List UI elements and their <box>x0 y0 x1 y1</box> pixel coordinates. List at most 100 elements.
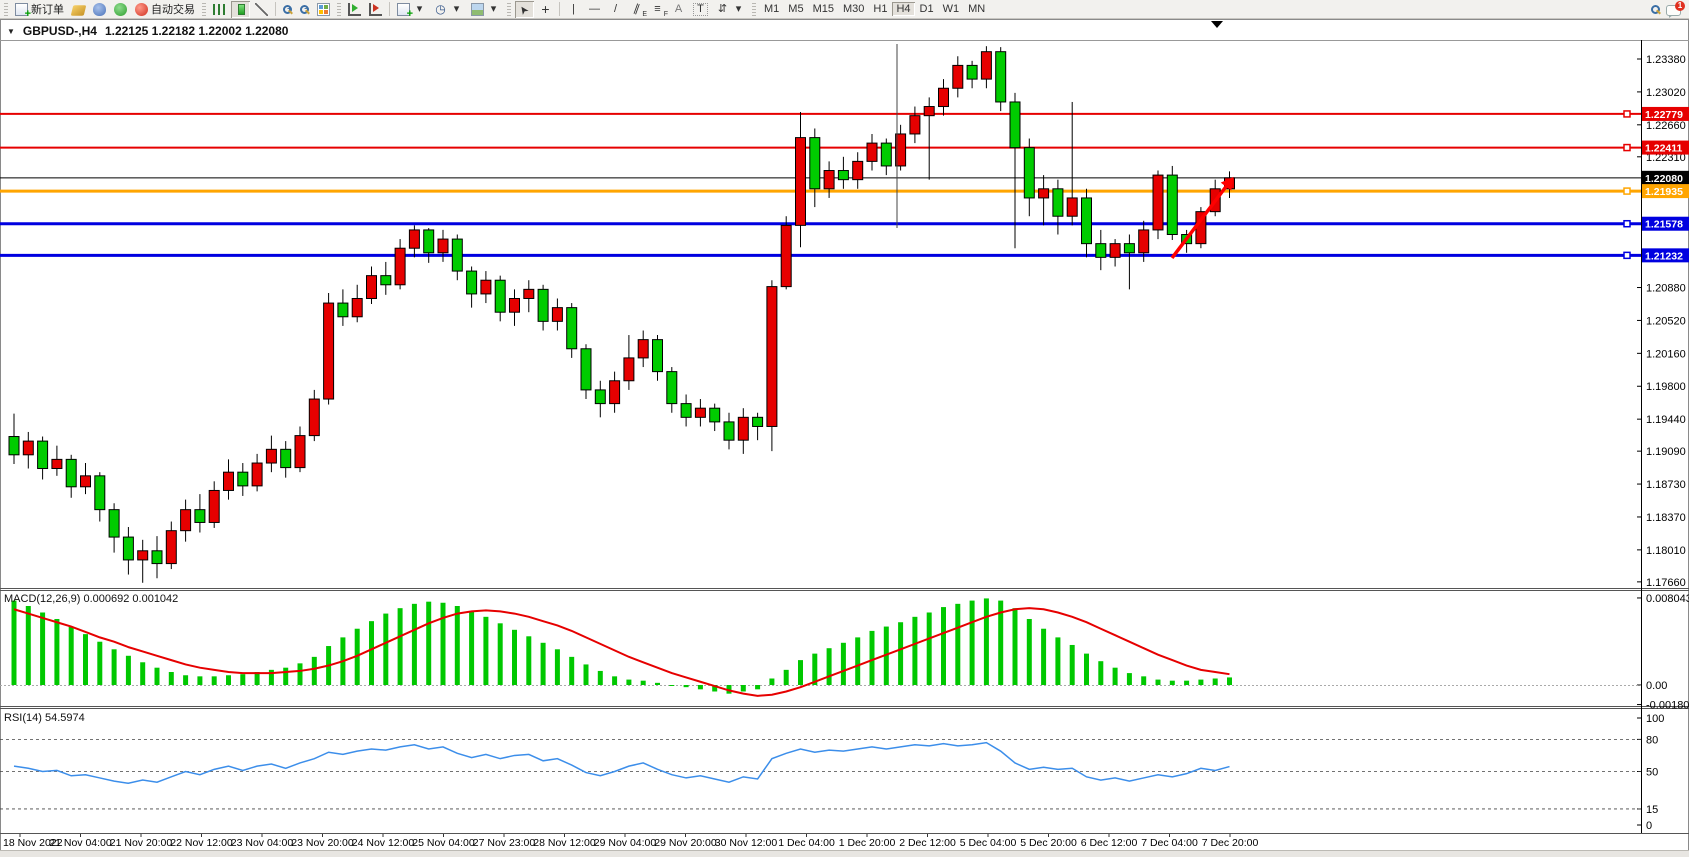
crosshair-button[interactable]: + <box>536 1 555 18</box>
new-order-label: 新订单 <box>31 4 64 16</box>
candle <box>995 51 1007 103</box>
toolbar-grip[interactable] <box>337 2 341 16</box>
arrow-annotation-head[interactable] <box>1220 176 1234 191</box>
text-label-button[interactable]: T <box>690 1 711 18</box>
toolbar-grip[interactable] <box>507 2 511 16</box>
timeframe-button-H1[interactable]: H1 <box>873 3 888 15</box>
macd-histogram-bar <box>311 656 317 685</box>
macd-histogram-bar <box>812 653 818 685</box>
price-tick-label: 1.22660 <box>1646 120 1686 132</box>
time-tick-label: 30 Nov 12:00 <box>715 837 778 849</box>
price-tick-label: 1.22310 <box>1646 152 1686 164</box>
dropdown-caret-icon: ▾ <box>735 2 742 15</box>
shift-marker-icon[interactable] <box>1211 21 1223 28</box>
candle <box>294 435 306 469</box>
zoom-out-button[interactable]: − <box>297 1 312 18</box>
macd-tick-label: -0.001807 <box>1646 700 1689 712</box>
price-tick-label: 1.19440 <box>1646 414 1686 426</box>
resistance-line-1-badge <box>1642 106 1689 121</box>
macd-histogram-bar <box>397 608 403 685</box>
candle <box>752 416 764 427</box>
vertical-line-icon: | <box>572 2 575 15</box>
arrows-button[interactable]: ⇵ ▾ <box>713 1 748 18</box>
candle <box>866 142 878 162</box>
candle <box>880 142 892 167</box>
arrow-annotation[interactable] <box>1170 182 1230 260</box>
dropdown-caret-icon: ▾ <box>490 2 497 15</box>
timeframe-button-D1[interactable]: D1 <box>919 3 934 15</box>
timeframe-button-W1[interactable]: W1 <box>942 3 960 15</box>
eraser-button[interactable] <box>69 1 88 18</box>
community-button[interactable] <box>90 1 109 18</box>
horizontal-line-button[interactable]: — <box>585 1 604 18</box>
text-button[interactable]: A <box>669 1 688 18</box>
macd-histogram-bar <box>769 678 775 685</box>
candlestick-chart-button[interactable] <box>231 0 250 18</box>
timeframe-button-MN[interactable]: MN <box>968 3 986 15</box>
macd-histogram-bar <box>826 648 832 685</box>
macd-histogram-bar <box>297 663 303 685</box>
resistance-line-2-marker[interactable] <box>1623 143 1631 152</box>
add-indicator-button[interactable]: + ▾ <box>394 1 429 20</box>
toolbar-grip[interactable] <box>752 2 756 16</box>
template-button[interactable]: ▾ <box>468 1 503 18</box>
macd-histogram-bar <box>283 667 289 685</box>
vertical-line-button[interactable]: | <box>564 1 583 18</box>
candle <box>594 389 606 405</box>
macd-histogram-bar <box>755 685 761 690</box>
auto-scroll-button[interactable] <box>366 1 385 18</box>
toolbar-grip[interactable] <box>202 2 206 16</box>
candle <box>494 279 506 313</box>
candle <box>680 403 692 418</box>
equidistant-channel-button[interactable]: ∥ E <box>627 1 647 18</box>
support-line-blue-2-marker[interactable] <box>1623 251 1631 260</box>
shift-chart-button[interactable] <box>345 1 364 18</box>
chart-menu-caret[interactable]: ▼ <box>7 26 15 36</box>
candle <box>823 170 835 190</box>
cursor-button[interactable]: ➤ <box>515 0 534 18</box>
macd-histogram-bar <box>726 685 732 694</box>
timeframe-button-M15[interactable]: M15 <box>812 3 834 15</box>
price-tick-label: 1.23380 <box>1646 54 1686 66</box>
auto-trading-label: 自动交易 <box>151 4 195 16</box>
candle <box>723 421 735 441</box>
timeframe-button-H4[interactable]: H4 <box>892 2 915 16</box>
chat-icon[interactable]: 1 <box>1666 1 1685 18</box>
resistance-line-2-badge-text: 1.22411 <box>1645 143 1683 155</box>
time-tick-label: 1 Dec 20:00 <box>839 837 896 849</box>
toolbar-grip[interactable] <box>4 2 8 16</box>
period-button[interactable]: ◷ ▾ <box>431 1 466 18</box>
time-tick-label: 7 Dec 04:00 <box>1141 837 1198 849</box>
candle <box>1138 229 1150 254</box>
resistance-line-1-marker[interactable] <box>1623 110 1631 118</box>
support-line-orange-marker[interactable] <box>1623 187 1631 195</box>
zoom-in-button[interactable]: + <box>280 1 295 18</box>
new-order-icon: + <box>15 2 31 20</box>
line-chart-button[interactable] <box>252 1 271 18</box>
signals-button[interactable] <box>111 1 130 18</box>
macd-histogram-bar <box>941 607 946 685</box>
candles-layer <box>8 46 1235 583</box>
macd-histogram-bar <box>969 600 975 685</box>
candle <box>1166 174 1178 236</box>
time-tick-label: 23 Nov 04:00 <box>231 837 294 849</box>
timeframe-button-M1[interactable]: M1 <box>764 3 780 15</box>
auto-trading-button[interactable]: 自动交易 <box>132 1 198 18</box>
timeframe-button-M30[interactable]: M30 <box>842 3 865 15</box>
macd-histogram-bar <box>855 637 861 685</box>
tile-windows-button[interactable] <box>314 1 333 18</box>
candle <box>137 550 149 561</box>
rsi-axis: 100 80 50 15 0 <box>0 713 1664 832</box>
auto-trading-icon <box>135 2 148 16</box>
timeframe-button-M5[interactable]: M5 <box>788 3 804 15</box>
fibonacci-button[interactable]: ≡ F <box>648 1 668 18</box>
support-line-blue-1-marker[interactable] <box>1623 219 1631 228</box>
dropdown-caret-icon: ▾ <box>416 2 423 15</box>
new-order-button[interactable]: + 新订单 <box>12 1 67 20</box>
bar-chart-button[interactable] <box>210 1 229 18</box>
search-icon[interactable] <box>1651 5 1661 15</box>
candle <box>466 270 478 295</box>
rsi-tick-label: 100 <box>1646 713 1664 725</box>
trendline-button[interactable]: / <box>606 1 625 18</box>
